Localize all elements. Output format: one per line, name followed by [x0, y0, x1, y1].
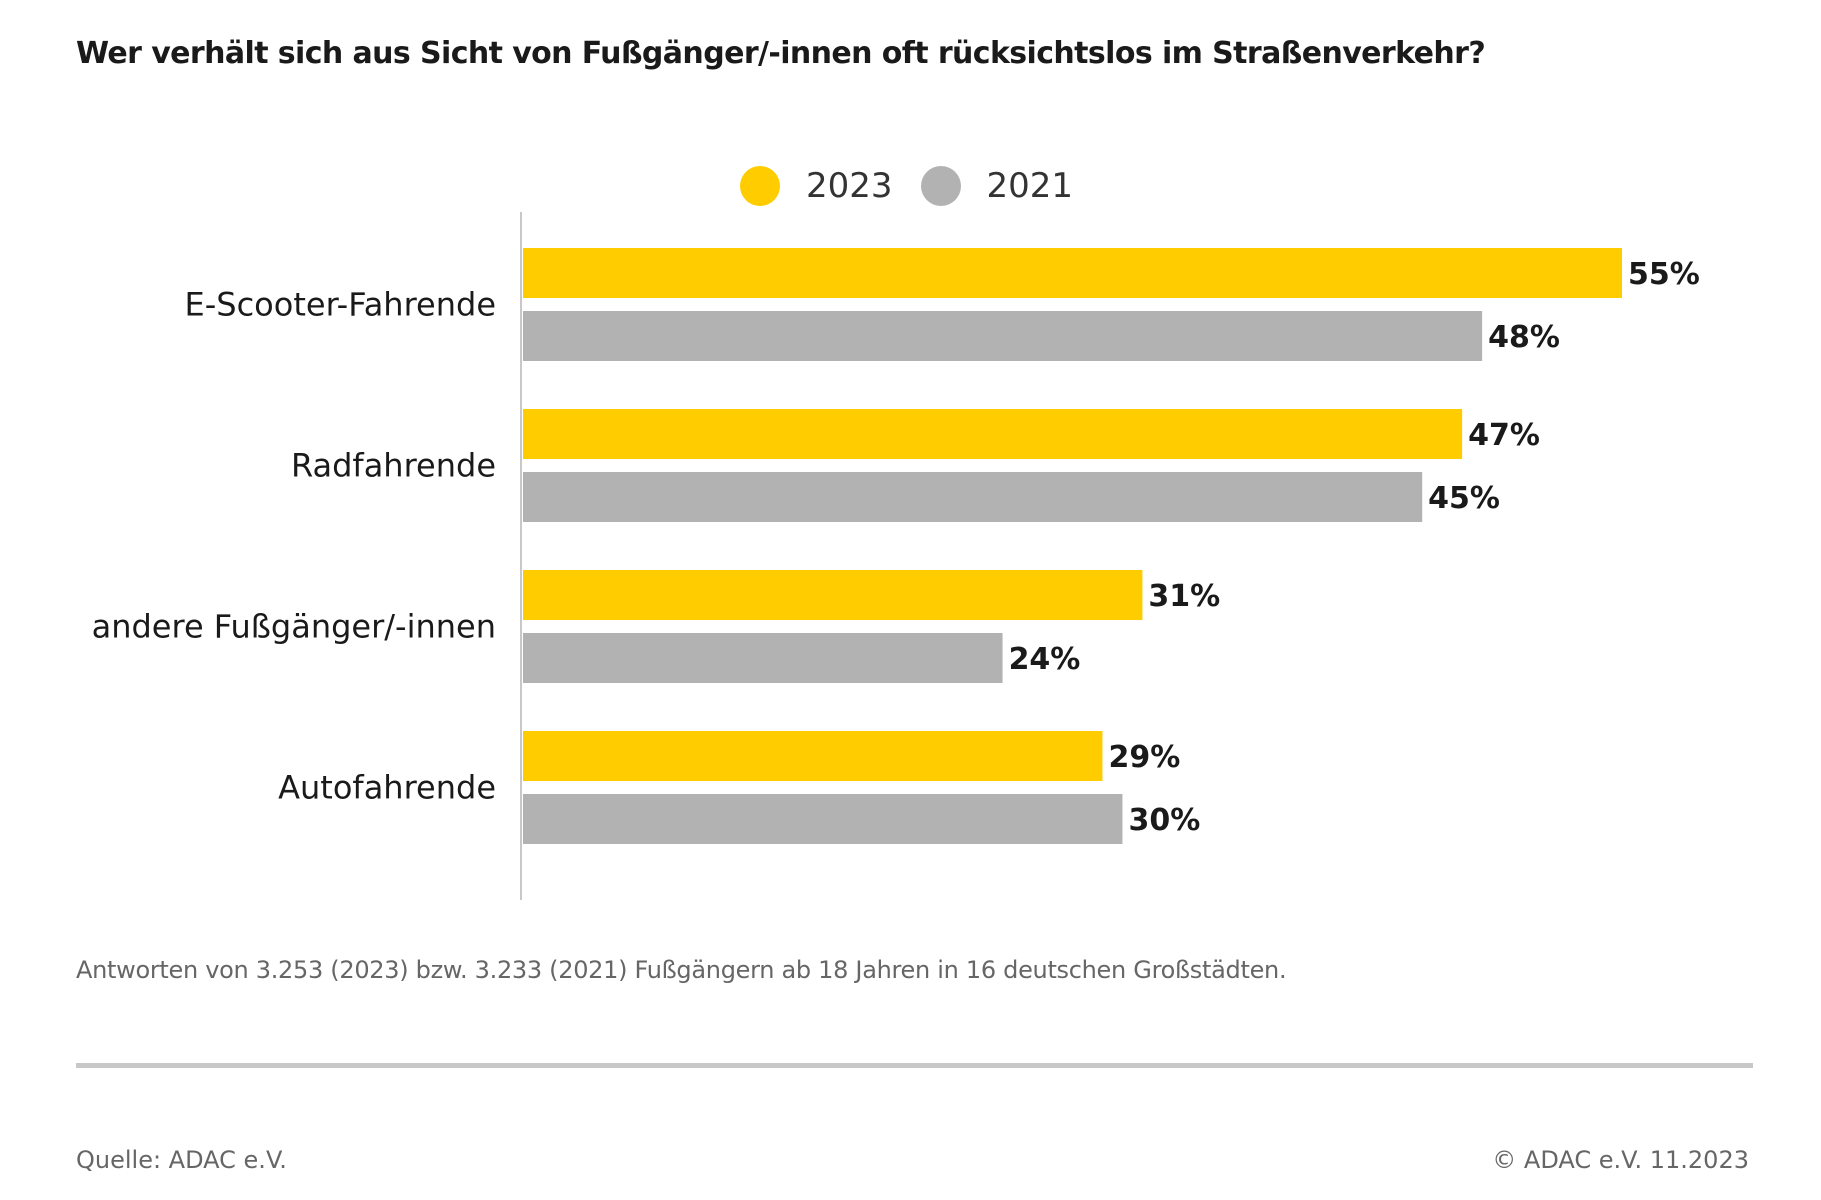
category-label: Autofahrende: [278, 769, 496, 807]
legend-dot-2023-icon: [740, 166, 780, 206]
value-label: 30%: [1128, 803, 1200, 838]
value-label: 24%: [1009, 642, 1081, 677]
category-label: andere Fußgänger/-innen: [92, 608, 496, 646]
source-text: Quelle: ADAC e.V.: [76, 1146, 287, 1174]
bar-2021: [523, 472, 1423, 522]
chart-title: Wer verhält sich aus Sicht von Fußgänger…: [76, 36, 1486, 71]
bar-2023: [523, 409, 1463, 459]
bar-chart: E-Scooter-Fahrende 55% 48% Radfahrende 47% 45…: [92, 212, 1700, 900]
category-label: E-Scooter-Fahrende: [185, 286, 497, 324]
category-label: Radfahrende: [291, 447, 496, 485]
value-label: 45%: [1428, 481, 1500, 516]
bar-2023: [523, 248, 1622, 298]
legend-label-2021: 2021: [986, 166, 1074, 206]
copyright-text: © ADAC e.V. 11.2023: [1492, 1146, 1749, 1174]
bar-2021: [523, 311, 1483, 361]
legend-item-2023: 2023: [740, 166, 893, 206]
value-label: 29%: [1108, 740, 1180, 775]
bar-2023: [523, 731, 1103, 781]
divider: [76, 1063, 1753, 1068]
bar-2023: [523, 570, 1143, 620]
value-label: 55%: [1628, 257, 1700, 292]
bar-2021: [523, 794, 1123, 844]
legend-item-2021: 2021: [920, 166, 1074, 206]
legend-label-2023: 2023: [806, 166, 893, 206]
bar-2021: [523, 633, 1003, 683]
value-label: 48%: [1488, 320, 1560, 355]
legend: 2023 2021: [740, 166, 1101, 206]
value-label: 31%: [1148, 579, 1220, 614]
footnote: Antworten von 3.253 (2023) bzw. 3.233 (2…: [76, 956, 1287, 984]
value-label: 47%: [1468, 418, 1540, 453]
bars-group: E-Scooter-Fahrende 55% 48% Radfahrende 47% 45…: [92, 248, 1700, 844]
legend-dot-2021-icon: [920, 166, 961, 206]
